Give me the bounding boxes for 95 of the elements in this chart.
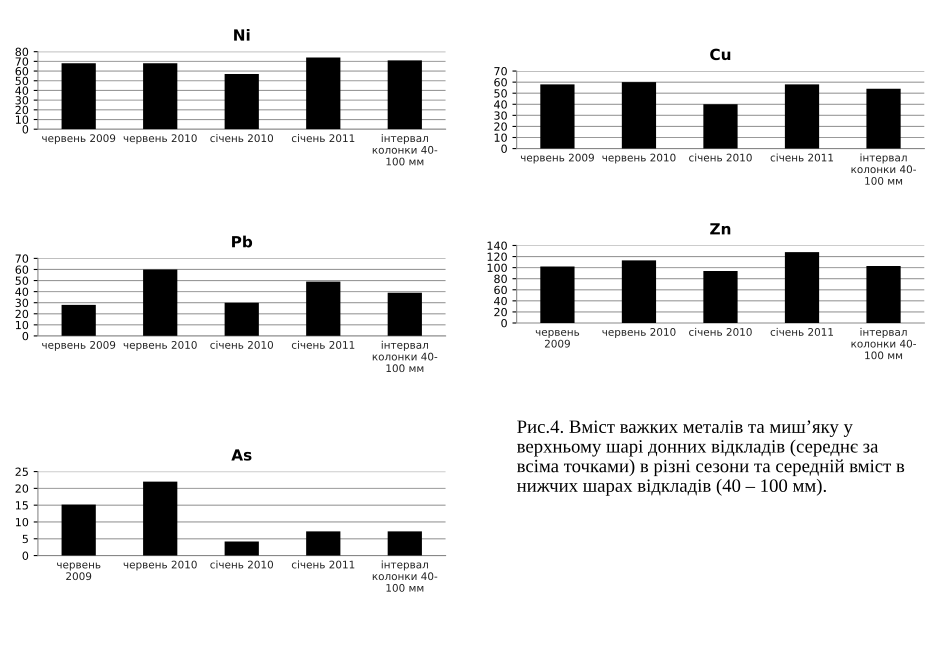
y-tick-label: 40 xyxy=(494,100,507,109)
y-tick-label: 50 xyxy=(494,89,507,98)
x-tick-label: червень 2009 xyxy=(536,330,580,348)
y-tick-label: 70 xyxy=(16,57,28,66)
x-tick-label: червень 2009 xyxy=(520,154,594,164)
y-tick-label: 30 xyxy=(16,298,28,308)
y-tick-label: 20 xyxy=(494,308,507,316)
x-tick-label: червень 2009 xyxy=(42,134,116,144)
y-tick-label: 50 xyxy=(16,76,28,86)
bar xyxy=(540,266,575,323)
y-tick-label: 20 xyxy=(16,106,28,114)
bar xyxy=(224,541,259,556)
bar xyxy=(866,88,901,149)
y-tick-label: 50 xyxy=(16,276,28,285)
y-tick-label: 40 xyxy=(15,86,28,95)
y-tick-label: 70 xyxy=(16,254,28,263)
y-tick-label: 0 xyxy=(22,125,28,134)
bar xyxy=(62,304,96,336)
bar xyxy=(306,57,340,130)
x-tick-label: січень 2010 xyxy=(210,134,274,142)
x-tick-label: червень 2010 xyxy=(602,328,676,338)
x-tick-label: січень 2010 xyxy=(210,560,274,568)
y-tick-label: 0 xyxy=(22,332,28,340)
y-tick-label: 0 xyxy=(501,144,507,153)
chart-title: Zn xyxy=(710,223,730,234)
y-tick-label: 10 xyxy=(16,518,28,526)
y-tick-label: 5 xyxy=(22,534,28,544)
y-tick-label: 30 xyxy=(16,96,28,105)
y-tick-label: 70 xyxy=(494,67,507,76)
x-tick-label: червень 2009 xyxy=(57,562,100,580)
x-tick-label: червень 2010 xyxy=(602,154,676,164)
text: Рис.4. Вміст важких металів та миш’яку у верхньому шарі донних відкладів (середнє за всіма точками) в різні сезони та середній вміст в нижчих шарах відкладів (40 – 100 мм). xyxy=(517,420,904,496)
x-tick-label: січень 2011 xyxy=(770,328,834,336)
y-tick-label: 10 xyxy=(16,115,28,124)
y-tick-label: 80 xyxy=(16,48,28,56)
bar xyxy=(703,104,738,149)
x-tick-label: інтервал колонки 40-100 мм xyxy=(372,560,438,592)
y-tick-label: 30 xyxy=(494,111,507,120)
x-tick-label: червень 2010 xyxy=(124,134,197,144)
y-tick-label: 20 xyxy=(16,310,28,318)
bar xyxy=(388,531,422,556)
bar xyxy=(306,282,340,336)
y-tick-label: 10 xyxy=(494,133,507,142)
x-tick-label: січень 2011 xyxy=(770,153,834,162)
y-tick-label: 60 xyxy=(494,78,507,87)
y-tick-label: 40 xyxy=(494,296,507,306)
chart-title: As xyxy=(231,449,252,461)
bar xyxy=(143,63,178,130)
y-tick-label: 60 xyxy=(494,286,507,294)
x-tick-label: січень 2010 xyxy=(689,153,752,162)
x-tick-label: січень 2010 xyxy=(210,340,274,349)
x-tick-label: інтервал колонки 40-100 мм xyxy=(852,328,916,360)
bar xyxy=(784,252,820,323)
x-tick-label: інтервал колонки 40-100 мм xyxy=(852,153,916,185)
y-tick-label: 25 xyxy=(16,468,28,476)
bar xyxy=(306,531,340,556)
bar xyxy=(62,63,96,130)
y-tick-label: 60 xyxy=(16,265,28,274)
bar xyxy=(622,260,656,323)
x-tick-label: інтервал колонки 40-100 мм xyxy=(372,340,438,372)
bar xyxy=(224,302,259,336)
bar xyxy=(622,82,656,149)
x-tick-label: червень 2009 xyxy=(42,340,116,351)
y-tick-label: 15 xyxy=(16,501,28,510)
bar xyxy=(784,84,820,149)
chart-title: Pb xyxy=(232,236,252,248)
bar xyxy=(866,266,901,323)
y-tick-label: 40 xyxy=(15,288,28,296)
chart-title: Cu xyxy=(710,48,730,60)
y-tick-label: 120 xyxy=(488,252,507,261)
y-tick-label: 20 xyxy=(16,484,28,493)
chart-title: Ni xyxy=(234,28,250,41)
y-tick-label: 10 xyxy=(16,320,28,330)
bar xyxy=(540,84,575,149)
y-tick-label: 0 xyxy=(22,552,28,560)
x-tick-label: червень 2010 xyxy=(124,340,197,351)
x-tick-label: інтервал колонки 40-100 мм xyxy=(372,134,438,166)
y-tick-label: 140 xyxy=(488,241,507,250)
bar xyxy=(388,60,422,130)
x-tick-label: січень 2011 xyxy=(292,560,354,568)
x-tick-label: червень 2010 xyxy=(124,560,197,571)
bar xyxy=(62,504,96,556)
bar xyxy=(143,482,178,556)
bar xyxy=(703,270,738,323)
bar xyxy=(388,292,422,336)
x-tick-label: січень 2011 xyxy=(292,340,354,349)
bar xyxy=(224,74,259,130)
bar xyxy=(143,269,178,336)
y-tick-label: 60 xyxy=(16,67,28,76)
y-tick-label: 0 xyxy=(501,318,507,328)
y-tick-label: 20 xyxy=(494,122,507,131)
y-tick-label: 80 xyxy=(494,274,507,284)
y-tick-label: 100 xyxy=(488,264,507,272)
x-tick-label: січень 2010 xyxy=(689,328,752,336)
x-tick-label: січень 2011 xyxy=(292,134,354,142)
